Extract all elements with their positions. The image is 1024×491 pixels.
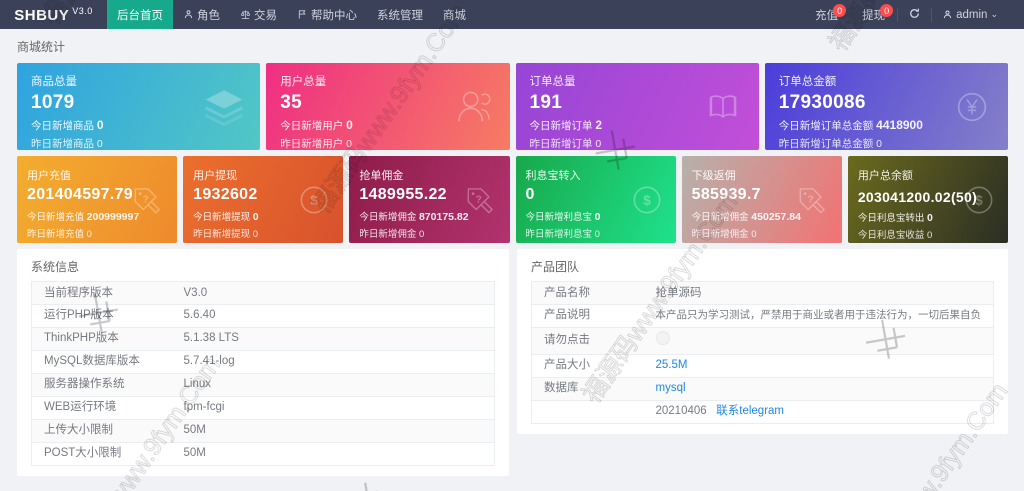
svg-text:$: $ (311, 192, 319, 207)
svg-text:$: $ (643, 192, 651, 207)
svg-text:$: $ (975, 192, 983, 207)
svg-text:?: ? (475, 194, 481, 205)
svg-text:?: ? (807, 194, 813, 205)
svg-text:?: ? (143, 194, 149, 205)
